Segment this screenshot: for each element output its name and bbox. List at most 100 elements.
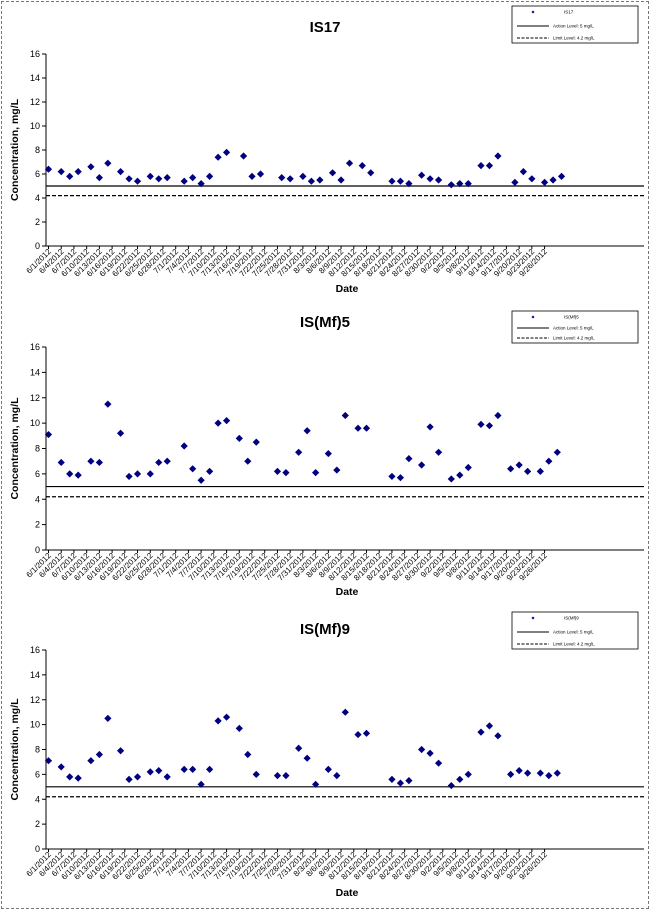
chart-title: IS(Mf)5 — [300, 314, 350, 331]
data-point — [180, 765, 188, 773]
data-point — [180, 177, 188, 185]
legend-label: Limit Level: 4.2 mg/L — [553, 642, 595, 647]
y-tick-label: 14 — [30, 73, 40, 83]
legend-marker — [531, 315, 535, 319]
data-point — [104, 714, 112, 723]
data-point — [197, 476, 205, 484]
data-point — [328, 169, 337, 177]
data-point — [434, 176, 443, 184]
chart-panel-ismf9: IS(Mf)9 Concentration, mg/L 0 2 4 6 8 10 12 14 16 6… — [2, 608, 648, 908]
y-tick-label: 16 — [30, 342, 40, 352]
data-point — [477, 420, 485, 428]
legend-label: Action Level: 5 mg/L — [553, 630, 594, 635]
data-point — [447, 181, 455, 189]
data-point — [515, 767, 523, 775]
data-point — [95, 174, 103, 182]
data-point — [273, 772, 282, 780]
y-tick-label: 6 — [35, 469, 40, 479]
data-point — [133, 773, 142, 781]
data-point — [545, 772, 553, 780]
data-point — [189, 465, 197, 473]
data-point — [312, 469, 320, 477]
data-point — [278, 174, 286, 182]
data-point — [434, 759, 443, 767]
data-point — [519, 168, 527, 176]
data-point — [116, 168, 125, 176]
data-point — [303, 754, 311, 762]
data-point — [252, 770, 260, 778]
data-point — [456, 180, 464, 188]
data-point — [239, 152, 248, 160]
y-axis-label: Concentration, mg/L — [9, 98, 21, 201]
legend-label: Limit Level: 4.2 mg/L — [553, 36, 595, 41]
y-axis-label: Concentration, mg/L — [9, 698, 21, 801]
data-point — [206, 172, 214, 180]
data-point — [222, 148, 231, 156]
data-point — [133, 177, 142, 185]
data-point — [485, 722, 494, 730]
data-point — [507, 770, 515, 778]
data-point — [549, 176, 557, 184]
data-point — [477, 162, 485, 170]
data-point — [299, 172, 307, 180]
data-point — [66, 470, 74, 478]
data-point — [345, 159, 354, 167]
data-point — [354, 730, 362, 739]
y-tick-label: 14 — [30, 367, 40, 377]
data-point — [434, 448, 443, 456]
data-point — [57, 763, 65, 771]
data-point — [358, 162, 366, 170]
legend-label: Action Level: 5 mg/L — [553, 326, 594, 331]
x-axis-label: Date — [336, 887, 359, 899]
data-point — [155, 175, 163, 183]
y-tick-label: 8 — [35, 745, 40, 755]
data-point — [540, 178, 549, 186]
data-point — [95, 750, 103, 759]
data-point — [87, 457, 95, 465]
data-point — [57, 458, 65, 467]
data-point — [418, 745, 426, 754]
data-point — [252, 438, 260, 446]
y-tick-label: 12 — [30, 695, 40, 705]
y-tick-label: 10 — [30, 121, 40, 131]
data-point — [206, 467, 214, 475]
data-point — [396, 177, 405, 185]
data-point — [456, 775, 464, 783]
legend-label: Limit Level: 4.2 mg/L — [553, 336, 595, 341]
data-point — [303, 427, 311, 435]
data-point — [341, 411, 349, 420]
data-point — [447, 475, 455, 483]
data-point — [464, 770, 472, 778]
legend-label: Action Level: 5 mg/L — [553, 24, 594, 29]
data-point — [536, 769, 544, 777]
data-point — [244, 457, 252, 465]
data-point — [189, 174, 197, 182]
data-point — [507, 465, 515, 473]
y-tick-label: 12 — [30, 393, 40, 403]
legend-label: IS17 — [564, 10, 574, 15]
data-point — [528, 175, 536, 183]
data-point — [197, 780, 205, 788]
data-point — [116, 747, 125, 755]
legend: IS17 Action Level: 5 mg/L Limit Level: 4.2… — [511, 5, 639, 44]
data-point — [214, 153, 222, 161]
data-point — [316, 176, 324, 184]
data-point — [125, 472, 133, 481]
data-point — [485, 162, 494, 170]
data-point — [485, 422, 494, 430]
data-point — [116, 429, 125, 437]
data-point — [324, 449, 332, 458]
data-point — [235, 434, 243, 442]
data-point — [553, 769, 561, 777]
data-point — [396, 779, 405, 787]
data-point — [388, 775, 396, 783]
data-point — [337, 176, 345, 184]
data-point — [307, 177, 315, 185]
data-point — [244, 750, 252, 759]
data-point — [426, 749, 434, 757]
data-point — [464, 180, 472, 188]
data-point — [44, 165, 53, 173]
